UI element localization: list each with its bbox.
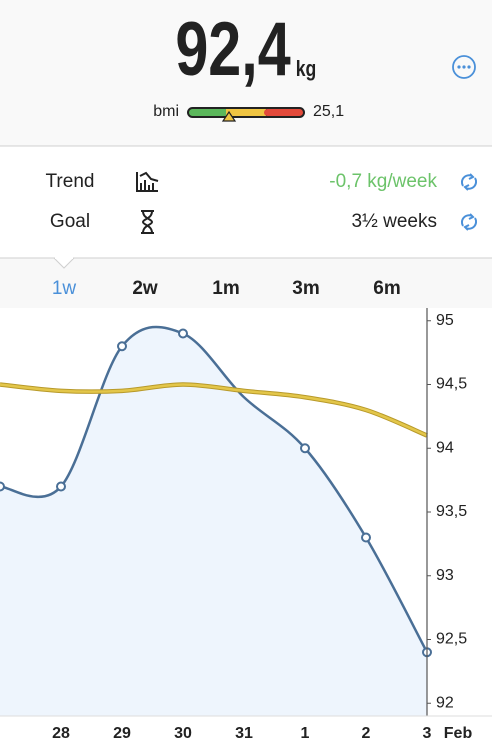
y-tick-label: 92 — [436, 694, 454, 711]
area-fill — [0, 326, 427, 716]
dot[interactable] — [462, 65, 466, 69]
data-point — [361, 532, 371, 543]
refresh-goal[interactable] — [460, 213, 478, 231]
bmi-green — [189, 109, 229, 116]
icon-bars — [139, 171, 159, 191]
trend-icon — [136, 171, 159, 192]
x-tick-label: 30 — [174, 725, 192, 742]
data-point — [117, 341, 127, 352]
y-tick-label: 95 — [436, 312, 454, 329]
goal-label: Goal — [50, 211, 90, 232]
dot[interactable] — [467, 65, 471, 69]
weight-value: 92,4 — [175, 7, 290, 92]
plot: 95 94,5 94 93,5 93 92,5 92 28 29 30 31 1 2 3 Feb — [0, 308, 492, 742]
bmi-red — [264, 109, 303, 116]
tab[interactable]: 3m — [292, 278, 319, 299]
y-tick-label: 92,5 — [436, 631, 467, 648]
x-tick-label: 28 — [52, 725, 70, 742]
more-circle[interactable] — [452, 55, 476, 79]
x-tick-label: 29 — [113, 725, 131, 742]
month-label: Feb — [444, 725, 473, 742]
refresh-icon[interactable] — [460, 173, 478, 191]
bmi-yellow — [226, 109, 266, 116]
y-tick-label: 93 — [436, 567, 454, 584]
x-tick-label: 3 — [423, 725, 432, 742]
y-tick-label: 94 — [436, 439, 454, 456]
refresh-trend[interactable] — [460, 173, 478, 191]
header-bg — [0, 0, 492, 146]
bmi-label: bmi — [153, 103, 179, 120]
tab[interactable]: 6m — [373, 278, 400, 299]
refresh-icon[interactable] — [460, 213, 478, 231]
data-point — [300, 443, 310, 454]
data-point — [178, 328, 188, 339]
weight-unit: kg — [296, 57, 317, 81]
tab[interactable]: 1m — [212, 278, 239, 299]
icon-axis — [136, 172, 158, 192]
bmi-value: 25,1 — [313, 103, 344, 120]
x-tick-label: 2 — [362, 725, 371, 742]
tab[interactable]: 1w — [52, 278, 77, 299]
y-tick-label: 94,5 — [436, 376, 467, 393]
goal-value: 3½ weeks — [351, 211, 437, 232]
tabs: 1w 2w 1m 3m 6m — [52, 278, 401, 299]
bmi-bar — [187, 107, 305, 122]
more-button[interactable] — [452, 55, 476, 79]
tab[interactable]: 2w — [132, 278, 158, 299]
y-tick-label: 93,5 — [436, 503, 467, 520]
trend-label: Trend — [46, 171, 95, 192]
data-point — [56, 481, 66, 492]
x-tick-label: 31 — [235, 725, 253, 742]
data-point — [0, 481, 5, 492]
hourglass-icon — [141, 210, 154, 234]
x-tick-label: 1 — [301, 725, 310, 742]
trend-line — [0, 383, 428, 437]
tabs-bg — [0, 258, 492, 308]
bmi-marker — [221, 110, 237, 122]
hourglass — [141, 210, 154, 234]
trend-value: -0,7 kg/week — [329, 171, 437, 192]
dot[interactable] — [457, 65, 461, 69]
